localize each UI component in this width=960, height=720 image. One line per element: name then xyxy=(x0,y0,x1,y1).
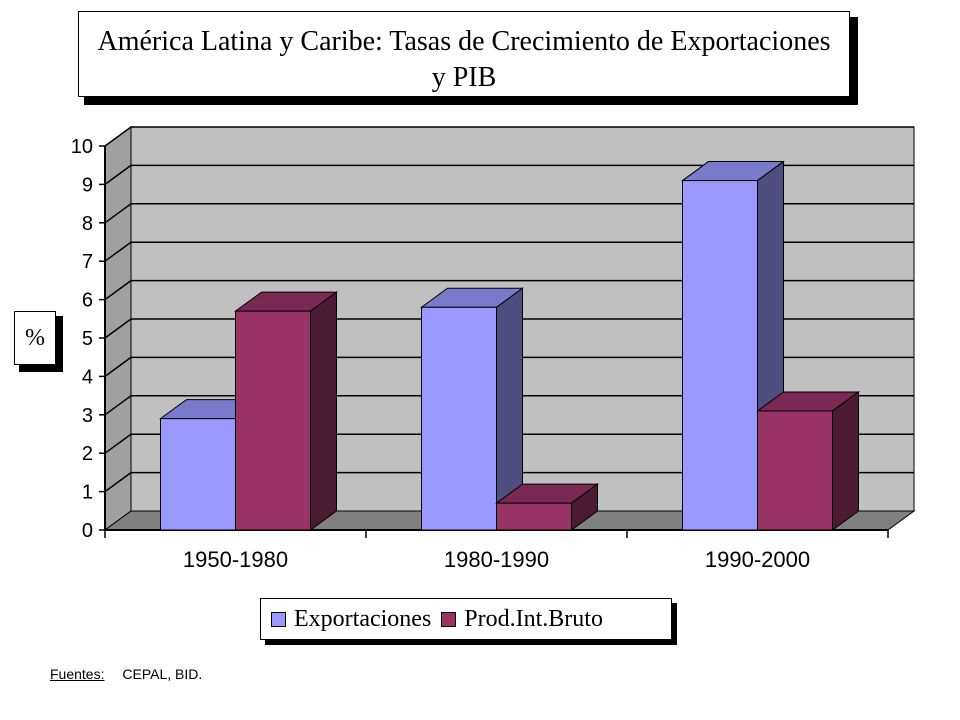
y-tick-label: 2 xyxy=(82,443,93,465)
bar-chart: 0 1 2 3 4 5 6 7 8 9 10 1950-1980 1980-1990 1990-2000 xyxy=(71,126,916,572)
legend: Exportaciones Prod.Int.Bruto xyxy=(260,598,672,640)
bar-prod-int-bruto-1980-1990 xyxy=(496,502,572,531)
legend-swatch-exportaciones xyxy=(271,611,286,627)
y-tick-label: 6 xyxy=(82,290,93,312)
y-tick-label: 0 xyxy=(82,520,93,542)
bar-prod-int-bruto-1950-1980 xyxy=(235,310,311,531)
x-tick-label: 1950-1980 xyxy=(183,547,288,572)
legend-label-exportaciones: Exportaciones xyxy=(294,605,432,632)
y-tick-label: 10 xyxy=(71,136,93,158)
chart-title-line2: y PIB xyxy=(431,62,497,93)
x-tick-label: 1980-1990 xyxy=(444,547,549,572)
y-tick-label: 1 xyxy=(82,482,93,504)
chart-title-line1: América Latina y Caribe: Tasas de Crecim… xyxy=(97,26,831,57)
bar-exportaciones-1980-1990 xyxy=(421,306,497,531)
bar-prod-int-bruto-1990-2000 xyxy=(757,410,833,531)
bar-prod-int-bruto-1990-2000-side xyxy=(832,390,859,531)
gridline xyxy=(104,203,914,224)
y-axis-label: % xyxy=(14,311,56,365)
y-tick-label: 5 xyxy=(82,328,93,350)
gridline xyxy=(104,318,914,339)
bar-exportaciones-1950-1980 xyxy=(160,418,236,531)
source-text: CEPAL, BID. xyxy=(122,666,203,682)
gridline xyxy=(104,433,914,454)
y-tick-label: 3 xyxy=(82,405,93,427)
bar-prod-int-bruto-1950-1980-side xyxy=(310,291,337,531)
source-note: Fuentes: CEPAL, BID. xyxy=(50,666,202,682)
legend-label-pib: Prod.Int.Bruto xyxy=(464,605,603,632)
gridline xyxy=(104,126,914,147)
y-tick-label: 8 xyxy=(82,213,93,235)
y-tick-label: 9 xyxy=(82,174,93,196)
bar-exportaciones-1990-2000 xyxy=(682,180,758,531)
chart-title: América Latina y Caribe: Tasas de Crecim… xyxy=(78,11,850,97)
x-tick-label: 1990-2000 xyxy=(705,547,810,572)
source-label: Fuentes: xyxy=(50,666,105,682)
gridline xyxy=(104,471,914,493)
y-tick-label: 7 xyxy=(82,251,93,273)
gridline xyxy=(104,279,914,301)
legend-item-pib: Prod.Int.Bruto xyxy=(441,606,603,633)
gridline xyxy=(104,241,914,262)
y-tick-label: 4 xyxy=(82,366,93,388)
gridline xyxy=(104,356,914,378)
legend-item-exportaciones: Exportaciones xyxy=(271,606,431,633)
gridline xyxy=(104,395,914,416)
gridline xyxy=(104,164,914,186)
legend-swatch-pib xyxy=(441,611,457,627)
